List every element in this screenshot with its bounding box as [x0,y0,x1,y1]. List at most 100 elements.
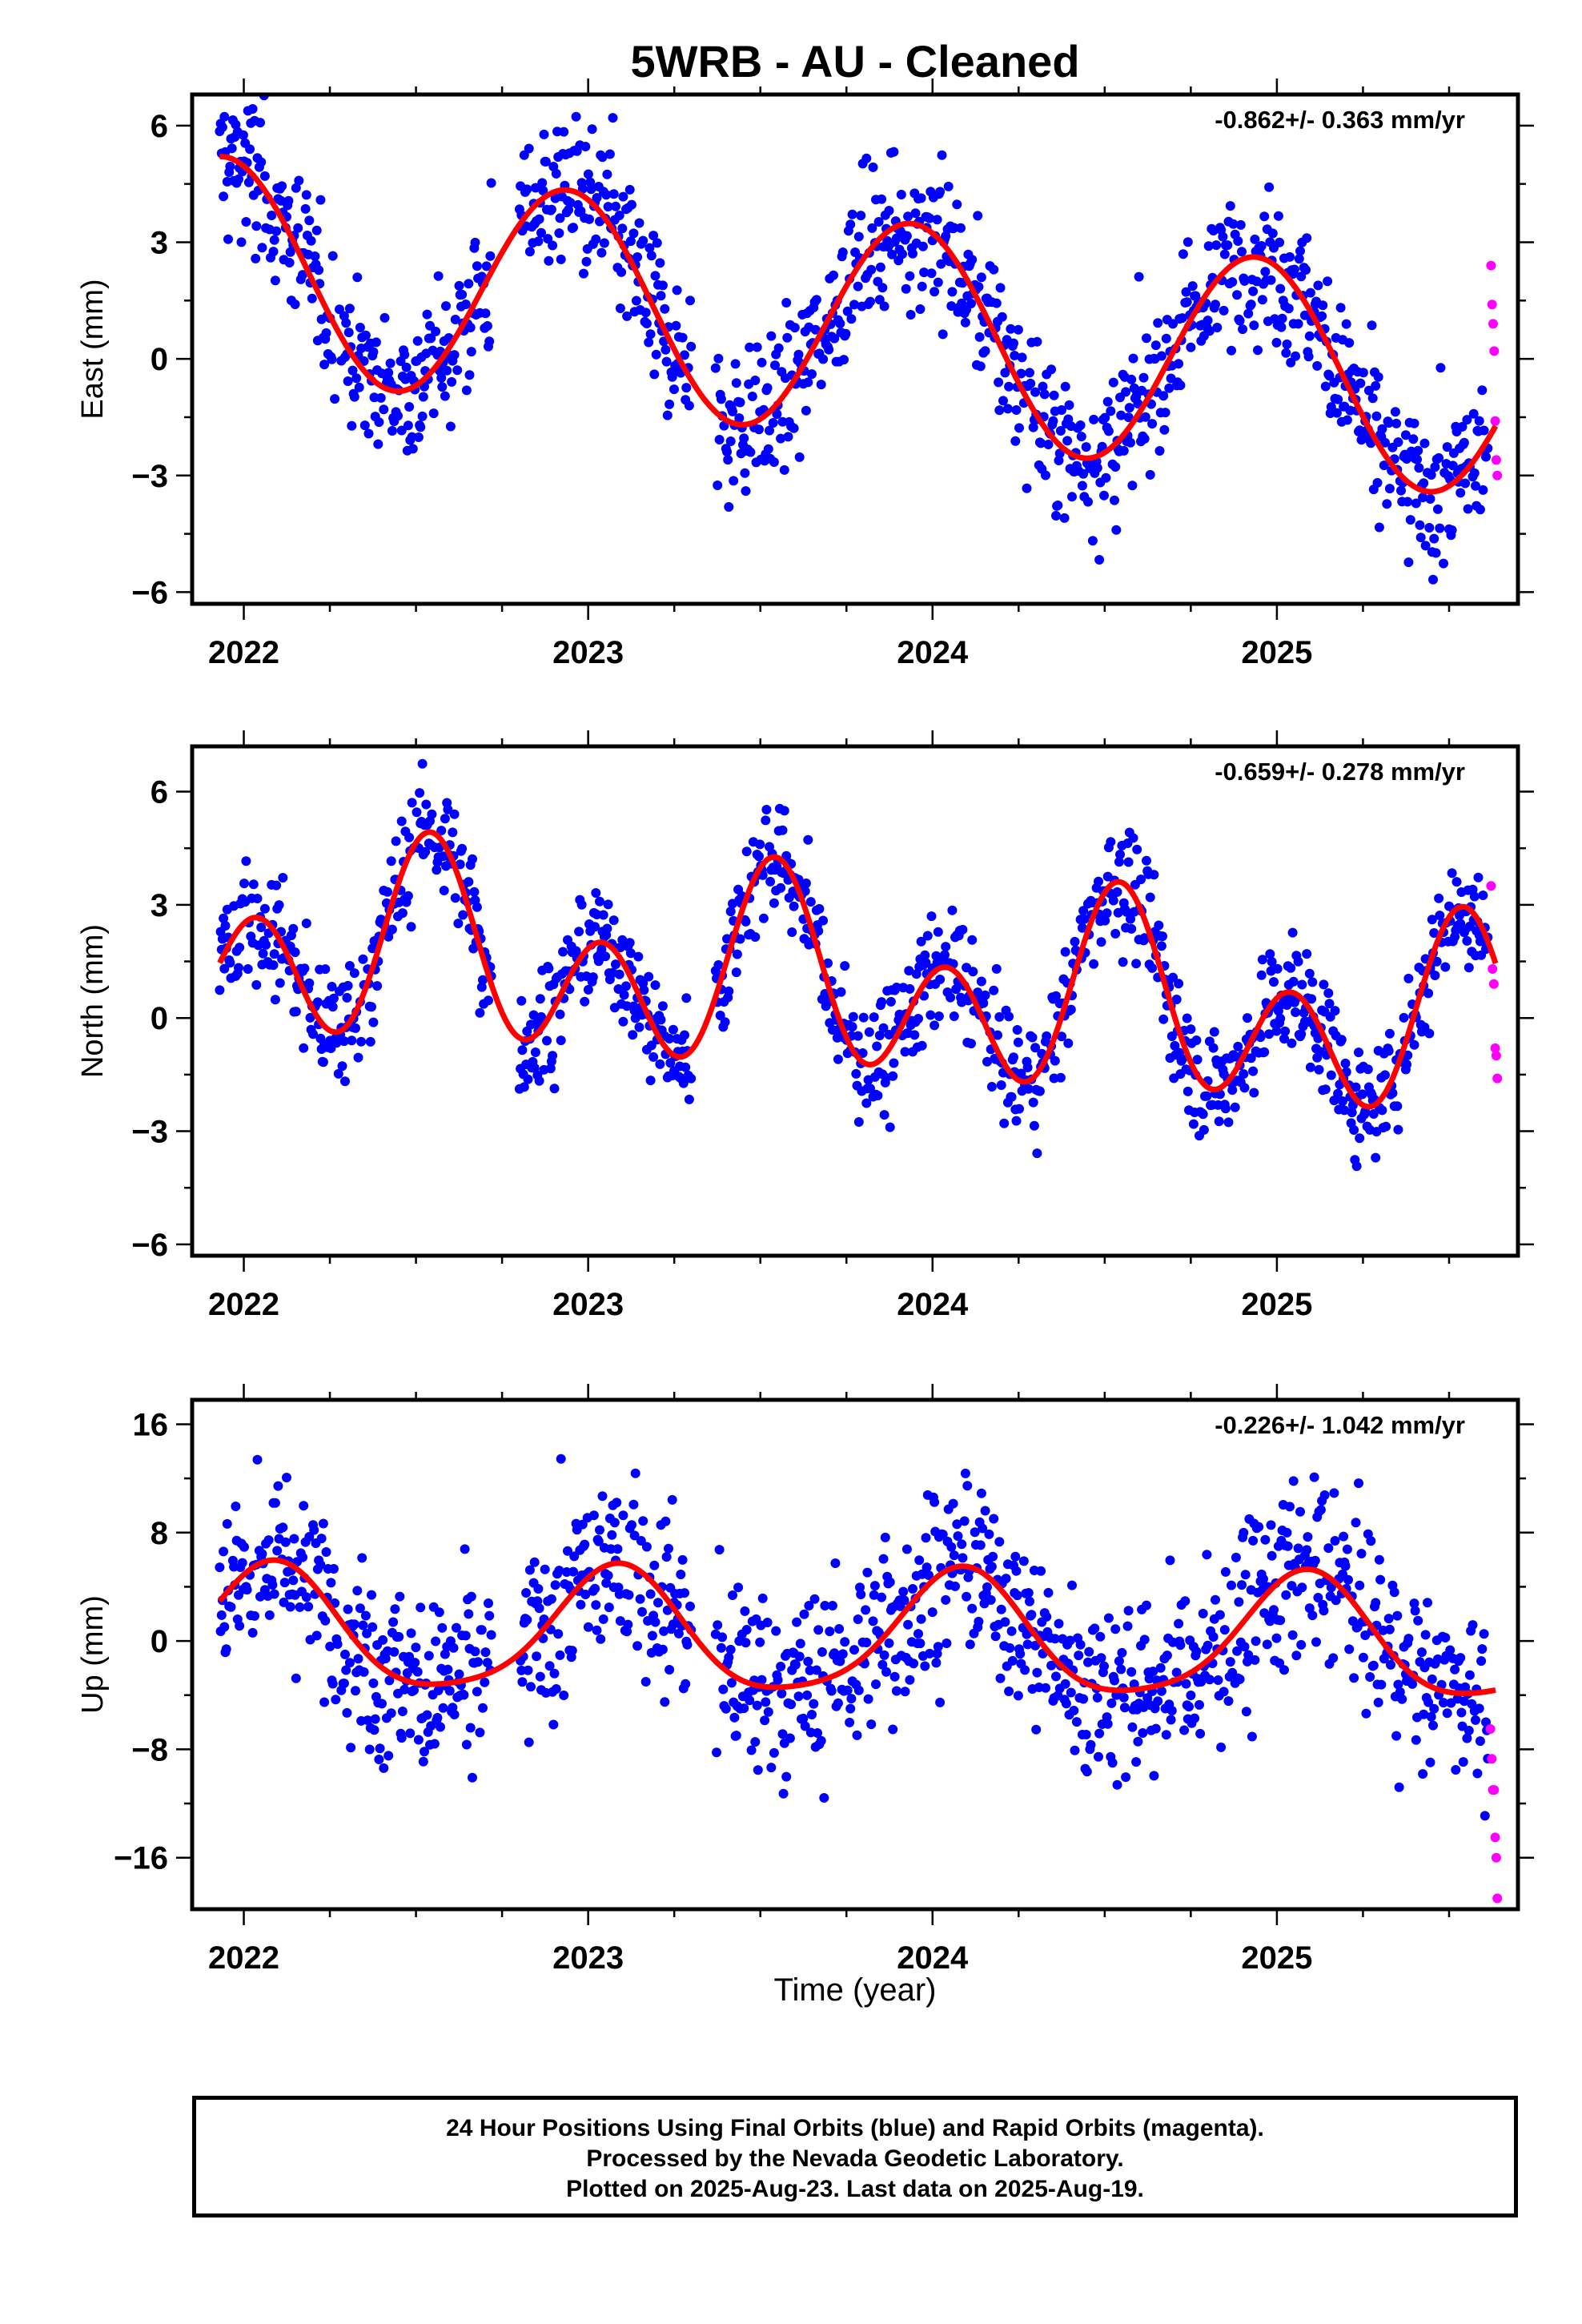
data-point [614,211,624,220]
data-point [652,238,662,248]
data-point [1344,1644,1355,1655]
data-point [905,310,916,320]
data-point [540,156,551,167]
data-point [852,1730,862,1740]
data-point [976,976,986,987]
data-point [1147,419,1158,429]
data-point [941,942,951,952]
data-point [1065,1635,1075,1646]
data-point [1429,533,1439,544]
data-point [1387,1088,1398,1098]
data-point [1070,1745,1080,1755]
data-point [996,1080,1006,1090]
data-point [1349,1673,1359,1683]
data-point [269,1589,279,1599]
data-point [464,1609,474,1619]
data-point [268,247,279,257]
data-point [291,1673,301,1683]
data-point [460,1544,470,1554]
data-point [1295,1506,1305,1517]
data-point [655,258,665,268]
data-point [761,1697,771,1707]
data-point [608,915,619,926]
data-point [861,1638,872,1647]
data-point [661,344,671,355]
data-point [1368,1109,1379,1119]
data-point [965,1639,975,1650]
data-point [888,1724,898,1735]
data-point [384,1675,395,1686]
data-point [991,963,1002,974]
data-point [826,1686,837,1696]
data-point [1031,1724,1042,1735]
data-point [829,270,838,280]
data-point [416,1602,426,1613]
data-point [533,1584,544,1594]
data-point [946,992,956,1003]
data-point [1248,1535,1259,1546]
data-point [1287,927,1298,938]
data-point [1166,1715,1176,1725]
data-point [1043,1587,1054,1598]
data-point [1452,877,1462,887]
data-point [1028,1097,1038,1108]
final-orbit-points [215,1454,1503,1904]
data-point [300,203,311,214]
data-point [1099,490,1109,501]
data-point [534,214,544,224]
data-point [640,308,651,318]
data-point [326,1578,336,1588]
data-point [1391,418,1402,428]
chart-title: 5WRB - AU - Cleaned [630,36,1079,86]
data-point [519,1082,529,1092]
data-point [268,960,279,971]
caption-line-1: 24 Hour Positions Using Final Orbits (bl… [446,2115,1264,2141]
data-point [1138,1728,1148,1738]
data-point [1107,1758,1118,1768]
data-point [868,1616,878,1626]
data-point [1018,1556,1029,1566]
data-point [421,799,432,810]
data-point [441,301,451,312]
data-point [583,1622,593,1632]
data-point [285,1602,295,1612]
data-point [1216,1742,1227,1752]
data-point [1383,418,1394,428]
data-point [1459,1696,1469,1707]
data-point [863,1694,873,1704]
data-point [301,190,311,200]
data-point [877,1659,888,1670]
data-point [1355,1580,1365,1590]
data-point [905,1675,915,1685]
y-tick-label: 6 [151,775,168,810]
data-point [1380,1070,1390,1080]
data-point [807,1710,817,1719]
rapid-point [1488,979,1499,989]
data-point [332,1639,343,1649]
data-point [404,1651,415,1662]
data-point [1393,437,1403,448]
data-point [745,342,755,352]
data-point [339,1679,349,1688]
data-point [343,376,353,386]
data-point [1108,377,1118,388]
data-point [1379,460,1389,471]
data-point [223,234,233,244]
data-point [1336,1035,1347,1045]
data-point [1095,1631,1106,1642]
data-point [1149,1771,1159,1781]
data-point [283,195,294,206]
data-point [449,1710,460,1719]
data-point [935,1697,946,1707]
data-point [259,903,270,914]
data-point [478,975,488,985]
data-point [1426,470,1436,480]
data-point [530,1047,540,1057]
data-point [1250,1655,1260,1665]
data-point [1435,363,1446,373]
data-point [1299,310,1310,320]
data-point [773,1675,783,1685]
data-point [676,1570,686,1579]
data-point [1075,420,1086,430]
data-point [243,964,253,974]
